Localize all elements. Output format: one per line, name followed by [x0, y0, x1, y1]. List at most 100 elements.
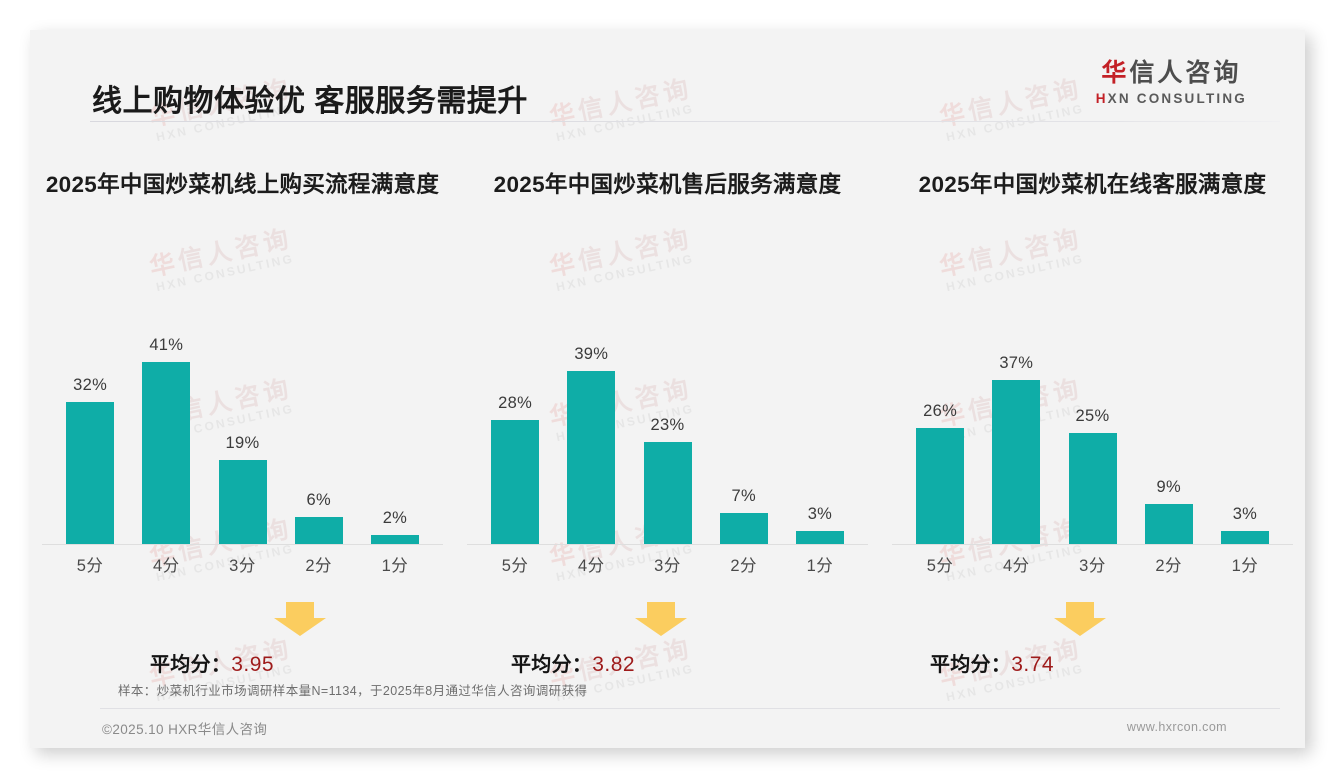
- bar-value-label: 41%: [149, 335, 184, 354]
- x-axis-line: [892, 544, 1293, 545]
- bar[interactable]: [1068, 432, 1117, 544]
- chart-panel-3: 2025年中国炒菜机在线客服满意度 26% 37% 25% 9% 3% 5分 4分 3分 2分 1分…: [880, 148, 1305, 676]
- x-axis-labels: 5分 4分 3分 2分 1分: [52, 552, 433, 576]
- down-arrow-icon: [633, 600, 689, 638]
- bar[interactable]: [218, 459, 267, 544]
- logo-cn-red-char: 华: [1101, 59, 1130, 87]
- bar-slot: 39%: [553, 294, 629, 544]
- x-axis-line: [467, 544, 868, 545]
- chart-title: 2025年中国炒菜机售后服务满意度: [493, 172, 842, 197]
- bar-value-label: 23%: [650, 415, 685, 434]
- bar[interactable]: [370, 535, 419, 544]
- bar-slot: 6%: [281, 294, 357, 544]
- plot-area: 28% 39% 23% 7% 3%: [467, 294, 868, 545]
- bar-slot: 25%: [1054, 294, 1130, 544]
- company-logo: 华信人咨询 HXN CONSULTING: [1096, 59, 1247, 106]
- charts-row: 2025年中国炒菜机线上购买流程满意度 32% 41% 19% 6% 2% 5分 4分 3分 2分…: [30, 148, 1305, 676]
- bar[interactable]: [142, 361, 191, 544]
- x-axis-tick-label: 2分: [1155, 557, 1183, 575]
- bar-slot: 2%: [357, 294, 433, 544]
- bar-value-label: 9%: [1156, 478, 1181, 496]
- bar[interactable]: [491, 419, 540, 544]
- bar[interactable]: [66, 401, 115, 544]
- logo-english-text: HXN CONSULTING: [1096, 91, 1247, 106]
- bar-value-label: 32%: [73, 375, 108, 394]
- x-axis-line: [42, 544, 443, 545]
- slide-card: 华信人咨询 HXN CONSULTING 华信人咨询 HXN CONSULTING 华信…: [30, 30, 1305, 748]
- plot-area: 26% 37% 25% 9% 3%: [892, 294, 1293, 545]
- sample-footnote: 样本：炒菜机行业市场调研样本量N=1134，于2025年8月通过华信人咨询调研获…: [118, 684, 588, 698]
- average-score: 平均分：3.95: [150, 648, 274, 677]
- average-score-label: 平均分：: [511, 654, 593, 676]
- bar-slot: 9%: [1131, 294, 1207, 544]
- website-url: www.hxrcon.com: [1126, 720, 1227, 734]
- chart-panel-2: 2025年中国炒菜机售后服务满意度 28% 39% 23% 7% 3% 5分 4分 3分 2分 1分…: [455, 148, 880, 676]
- bar-group: 28% 39% 23% 7% 3%: [477, 294, 858, 544]
- bar-slot: 32%: [52, 294, 128, 544]
- bar-slot: 28%: [477, 294, 553, 544]
- bar-value-label: 7%: [731, 486, 756, 505]
- x-axis-tick-label: 5分: [926, 557, 954, 575]
- bar[interactable]: [643, 441, 692, 544]
- page-title: 线上购物体验优 客服服务需提升: [92, 85, 528, 118]
- bar-value-label: 37%: [999, 353, 1034, 372]
- bar-group: 26% 37% 25% 9% 3%: [902, 294, 1283, 544]
- bar[interactable]: [795, 530, 844, 544]
- bar-slot: 41%: [128, 294, 204, 544]
- bar-value-label: 26%: [923, 402, 958, 421]
- x-axis-tick-label: 2分: [305, 557, 333, 575]
- average-score-value: 3.95: [231, 653, 275, 676]
- bar-value-label: 6%: [306, 491, 331, 510]
- average-score: 平均分：3.74: [930, 648, 1054, 677]
- bar-slot: 3%: [782, 294, 858, 544]
- bar[interactable]: [992, 379, 1041, 544]
- chart-title: 2025年中国炒菜机线上购买流程满意度: [45, 172, 440, 197]
- bar-value-label: 3%: [1232, 504, 1258, 523]
- bar-slot: 26%: [902, 294, 978, 544]
- x-axis-tick-label: 4分: [1002, 557, 1030, 575]
- bar[interactable]: [294, 517, 343, 544]
- x-axis-tick-label: 3分: [654, 557, 681, 575]
- x-axis-tick-label: 4分: [577, 557, 605, 575]
- logo-en-red-char: H: [1095, 90, 1108, 106]
- logo-cn-rest: 信人咨询: [1129, 59, 1242, 87]
- bar[interactable]: [567, 370, 616, 544]
- footer-divider: [100, 708, 1280, 709]
- bar-value-label: 25%: [1075, 406, 1110, 425]
- x-axis-tick-label: 4分: [152, 557, 180, 575]
- average-score-value: 3.82: [592, 653, 636, 676]
- bar-value-label: 2%: [382, 509, 408, 528]
- logo-en-rest: XN CONSULTING: [1107, 90, 1247, 106]
- x-axis-labels: 5分 4分 3分 2分 1分: [477, 552, 858, 576]
- average-score: 平均分：3.82: [511, 648, 635, 677]
- x-axis-tick-label: 5分: [76, 557, 104, 575]
- bar-slot: 19%: [204, 294, 280, 544]
- x-axis-tick-label: 1分: [1231, 557, 1259, 575]
- down-arrow-icon: [1052, 600, 1108, 638]
- bar[interactable]: [916, 428, 965, 544]
- average-score-value: 3.74: [1011, 653, 1055, 676]
- x-axis-labels: 5分 4分 3分 2分 1分: [902, 552, 1283, 576]
- bar-value-label: 19%: [225, 433, 260, 452]
- x-axis-tick-label: 3分: [229, 557, 256, 575]
- bar-slot: 3%: [1207, 294, 1283, 544]
- header-divider: [90, 121, 1280, 122]
- chart-panel-1: 2025年中国炒菜机线上购买流程满意度 32% 41% 19% 6% 2% 5分 4分 3分 2分…: [30, 148, 455, 676]
- bar-slot: 37%: [978, 294, 1054, 544]
- down-arrow-icon: [272, 600, 328, 638]
- bar-slot: 7%: [706, 294, 782, 544]
- average-score-label: 平均分：: [150, 654, 232, 676]
- x-axis-tick-label: 5分: [501, 557, 529, 575]
- x-axis-tick-label: 2分: [730, 557, 758, 575]
- chart-title: 2025年中国炒菜机在线客服满意度: [918, 172, 1267, 197]
- x-axis-tick-label: 1分: [381, 557, 409, 575]
- bar[interactable]: [1144, 504, 1193, 544]
- x-axis-tick-label: 3分: [1079, 557, 1106, 575]
- logo-chinese-text: 华信人咨询: [1096, 59, 1247, 88]
- average-score-label: 平均分：: [930, 654, 1012, 676]
- copyright-text: ©2025.10 HXR华信人咨询: [102, 722, 268, 737]
- bar[interactable]: [719, 512, 768, 544]
- bar-slot: 23%: [629, 294, 705, 544]
- bar[interactable]: [1220, 530, 1269, 544]
- slide-header: 线上购物体验优 客服服务需提升 华信人咨询 HXN CONSULTING: [30, 30, 1305, 122]
